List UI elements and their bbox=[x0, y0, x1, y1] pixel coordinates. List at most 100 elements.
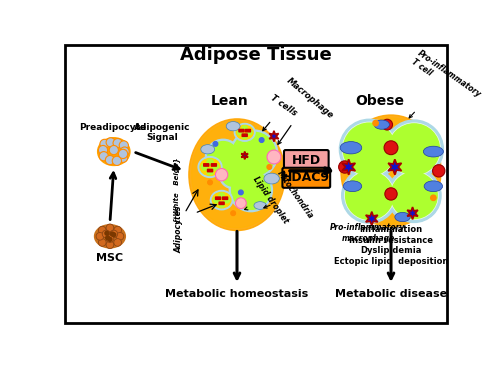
Polygon shape bbox=[388, 159, 402, 175]
Circle shape bbox=[340, 119, 400, 179]
Text: T cells: T cells bbox=[263, 93, 299, 131]
Text: Pro-inflammatory
T cell: Pro-inflammatory T cell bbox=[409, 48, 483, 118]
Circle shape bbox=[267, 150, 281, 164]
Circle shape bbox=[118, 153, 128, 162]
Circle shape bbox=[106, 241, 114, 249]
Circle shape bbox=[106, 155, 114, 165]
Circle shape bbox=[238, 190, 243, 195]
Circle shape bbox=[238, 130, 242, 135]
Circle shape bbox=[202, 164, 207, 170]
Circle shape bbox=[230, 130, 278, 178]
Circle shape bbox=[102, 230, 110, 238]
Circle shape bbox=[342, 168, 397, 223]
Circle shape bbox=[106, 224, 114, 232]
Text: Mitochondria: Mitochondria bbox=[264, 169, 316, 220]
FancyBboxPatch shape bbox=[242, 134, 247, 137]
Text: Adipogenic
Signal: Adipogenic Signal bbox=[134, 123, 191, 142]
Ellipse shape bbox=[395, 212, 410, 222]
Circle shape bbox=[106, 138, 116, 147]
Text: Preadipocyte: Preadipocyte bbox=[78, 123, 146, 131]
Circle shape bbox=[216, 169, 228, 181]
Circle shape bbox=[388, 124, 440, 175]
Circle shape bbox=[247, 130, 252, 135]
FancyBboxPatch shape bbox=[216, 197, 220, 199]
Circle shape bbox=[384, 141, 398, 155]
Text: Metabolic disease: Metabolic disease bbox=[335, 289, 447, 299]
Text: Pro-inflammatory
macrophage: Pro-inflammatory macrophage bbox=[330, 223, 406, 243]
Circle shape bbox=[231, 211, 235, 215]
Circle shape bbox=[105, 231, 109, 235]
Ellipse shape bbox=[201, 145, 214, 154]
Circle shape bbox=[212, 164, 218, 170]
Polygon shape bbox=[407, 207, 418, 219]
Text: Obese: Obese bbox=[355, 94, 404, 108]
Circle shape bbox=[260, 138, 264, 142]
Ellipse shape bbox=[198, 157, 222, 177]
Ellipse shape bbox=[226, 122, 240, 131]
Ellipse shape bbox=[424, 146, 444, 157]
Ellipse shape bbox=[344, 118, 438, 224]
Circle shape bbox=[118, 149, 128, 158]
Circle shape bbox=[388, 123, 440, 176]
Text: Metabolic homeostasis: Metabolic homeostasis bbox=[166, 289, 308, 299]
Circle shape bbox=[346, 172, 394, 219]
Circle shape bbox=[98, 226, 106, 234]
FancyBboxPatch shape bbox=[282, 168, 330, 188]
Circle shape bbox=[342, 122, 396, 176]
Circle shape bbox=[206, 139, 241, 175]
Circle shape bbox=[99, 151, 108, 161]
Text: Lean: Lean bbox=[210, 94, 248, 108]
Circle shape bbox=[114, 239, 122, 246]
Text: Inflammation: Inflammation bbox=[360, 225, 422, 234]
Circle shape bbox=[208, 180, 212, 185]
Circle shape bbox=[391, 172, 437, 219]
Circle shape bbox=[230, 169, 272, 212]
Ellipse shape bbox=[189, 119, 285, 231]
Ellipse shape bbox=[374, 120, 390, 129]
FancyBboxPatch shape bbox=[219, 202, 224, 204]
Circle shape bbox=[382, 119, 392, 130]
Circle shape bbox=[96, 233, 104, 240]
Circle shape bbox=[385, 188, 397, 200]
Circle shape bbox=[224, 197, 230, 203]
Circle shape bbox=[387, 169, 441, 222]
FancyBboxPatch shape bbox=[246, 130, 250, 132]
Text: Lipid droplet: Lipid droplet bbox=[244, 175, 290, 225]
Text: Dyslipidemia: Dyslipidemia bbox=[360, 246, 422, 255]
Circle shape bbox=[110, 230, 118, 238]
Circle shape bbox=[242, 134, 247, 139]
Ellipse shape bbox=[192, 122, 282, 228]
Circle shape bbox=[267, 165, 272, 169]
Ellipse shape bbox=[94, 225, 126, 248]
Ellipse shape bbox=[254, 201, 266, 210]
Circle shape bbox=[207, 169, 213, 175]
Circle shape bbox=[219, 201, 224, 207]
Circle shape bbox=[222, 163, 244, 186]
FancyBboxPatch shape bbox=[284, 150, 329, 170]
Ellipse shape bbox=[424, 181, 442, 192]
Circle shape bbox=[106, 235, 114, 242]
Circle shape bbox=[338, 161, 351, 173]
Circle shape bbox=[385, 120, 444, 178]
Text: HDAC9: HDAC9 bbox=[282, 171, 331, 184]
Polygon shape bbox=[366, 212, 378, 226]
Circle shape bbox=[220, 161, 247, 189]
Text: Insulin resistance: Insulin resistance bbox=[349, 235, 433, 245]
Circle shape bbox=[344, 123, 396, 176]
Circle shape bbox=[345, 171, 394, 220]
Circle shape bbox=[390, 172, 438, 219]
Text: HFD: HFD bbox=[292, 154, 321, 166]
Circle shape bbox=[236, 198, 246, 208]
Text: MSC: MSC bbox=[96, 253, 124, 263]
Polygon shape bbox=[342, 159, 355, 175]
FancyBboxPatch shape bbox=[222, 197, 228, 199]
Polygon shape bbox=[242, 151, 248, 159]
Ellipse shape bbox=[236, 126, 253, 139]
Circle shape bbox=[373, 120, 378, 126]
Circle shape bbox=[106, 236, 110, 240]
Circle shape bbox=[208, 142, 238, 172]
Circle shape bbox=[113, 138, 122, 148]
Circle shape bbox=[109, 145, 118, 155]
Circle shape bbox=[120, 147, 129, 156]
Ellipse shape bbox=[264, 173, 280, 184]
